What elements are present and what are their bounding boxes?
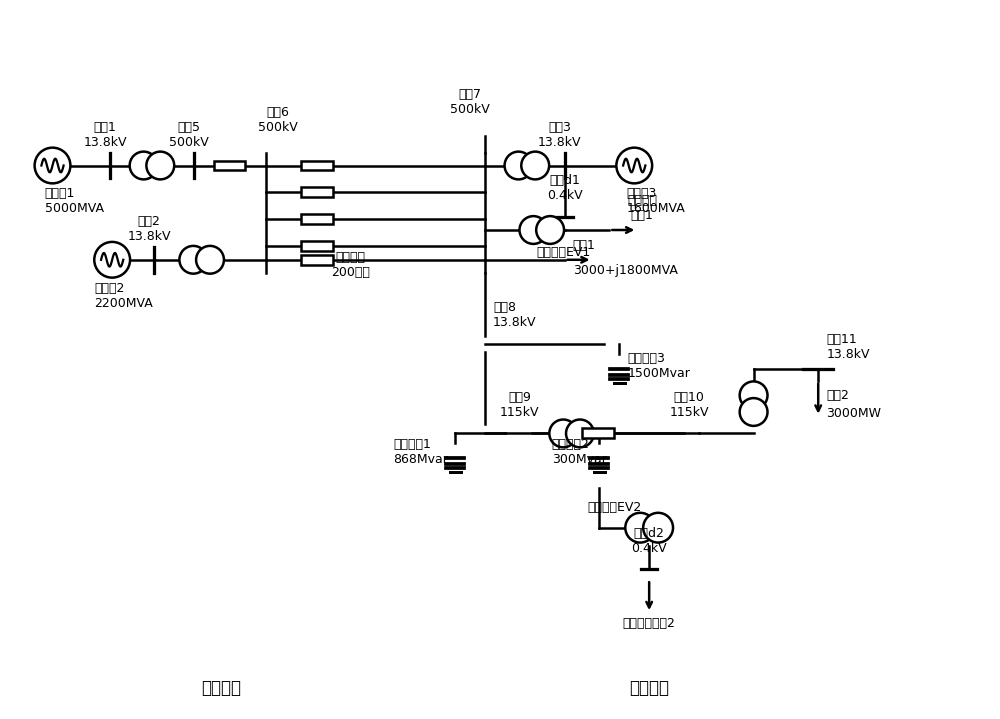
Text: 发电机1
5000MVA: 发电机1 5000MVA	[45, 188, 104, 216]
Text: 3000+j1800MVA: 3000+j1800MVA	[573, 264, 677, 277]
FancyBboxPatch shape	[582, 429, 614, 439]
FancyBboxPatch shape	[301, 255, 333, 265]
Text: 电动汽车负荷2: 电动汽车负荷2	[623, 617, 676, 630]
Circle shape	[130, 152, 158, 180]
Text: 充放电站EV1: 充放电站EV1	[537, 246, 591, 259]
Text: 发电机2
2200MVA: 发电机2 2200MVA	[94, 282, 153, 310]
Text: 母线3
13.8kV: 母线3 13.8kV	[538, 121, 581, 149]
Text: 母线7
500kV: 母线7 500kV	[450, 88, 490, 116]
Circle shape	[196, 246, 224, 274]
Text: 母线d1
0.4kV: 母线d1 0.4kV	[547, 174, 582, 202]
FancyBboxPatch shape	[301, 214, 333, 224]
Circle shape	[740, 398, 768, 426]
Text: 发电机3
1600MVA: 发电机3 1600MVA	[626, 188, 685, 216]
Text: 母线11
13.8kV: 母线11 13.8kV	[826, 333, 870, 361]
Text: 输电线路
200公里: 输电线路 200公里	[331, 251, 370, 279]
Text: 母线10
115kV: 母线10 115kV	[669, 390, 709, 418]
FancyBboxPatch shape	[214, 160, 245, 170]
Circle shape	[616, 147, 652, 183]
Text: 母线d2
0.4kV: 母线d2 0.4kV	[631, 528, 667, 556]
Circle shape	[549, 419, 577, 447]
Text: 电容器组3
1500Mvar: 电容器组3 1500Mvar	[627, 352, 690, 380]
Circle shape	[643, 513, 673, 543]
Text: 母线5
500kV: 母线5 500kV	[169, 121, 209, 149]
Text: 母线1
13.8kV: 母线1 13.8kV	[83, 121, 127, 149]
Text: 母线6
500kV: 母线6 500kV	[258, 106, 298, 134]
Text: 电容器组1
868Mvar: 电容器组1 868Mvar	[394, 439, 448, 467]
Text: 母线8
13.8kV: 母线8 13.8kV	[493, 301, 537, 329]
Circle shape	[505, 152, 532, 180]
Text: 充放电站EV2: 充放电站EV2	[588, 501, 642, 514]
Text: 3000MW: 3000MW	[826, 407, 881, 420]
Text: 电容器组2
300Mvar: 电容器组2 300Mvar	[552, 439, 607, 467]
Circle shape	[519, 216, 547, 244]
Circle shape	[536, 216, 564, 244]
FancyBboxPatch shape	[301, 160, 333, 170]
Circle shape	[566, 419, 594, 447]
Text: 输电区域: 输电区域	[202, 679, 242, 697]
Text: 电动汽车
负荷1: 电动汽车 负荷1	[627, 194, 657, 222]
Text: 负荷区域: 负荷区域	[629, 679, 669, 697]
Text: 负荷2: 负荷2	[826, 389, 849, 402]
Text: 母线9
115kV: 母线9 115kV	[500, 390, 540, 418]
Circle shape	[146, 152, 174, 180]
Circle shape	[35, 147, 70, 183]
FancyBboxPatch shape	[301, 188, 333, 197]
Circle shape	[521, 152, 549, 180]
Circle shape	[740, 381, 768, 409]
Text: 负荷1: 负荷1	[573, 239, 595, 252]
Circle shape	[94, 242, 130, 278]
Circle shape	[179, 246, 207, 274]
Text: 母线2
13.8kV: 母线2 13.8kV	[127, 215, 171, 243]
Circle shape	[625, 513, 655, 543]
FancyBboxPatch shape	[301, 241, 333, 251]
